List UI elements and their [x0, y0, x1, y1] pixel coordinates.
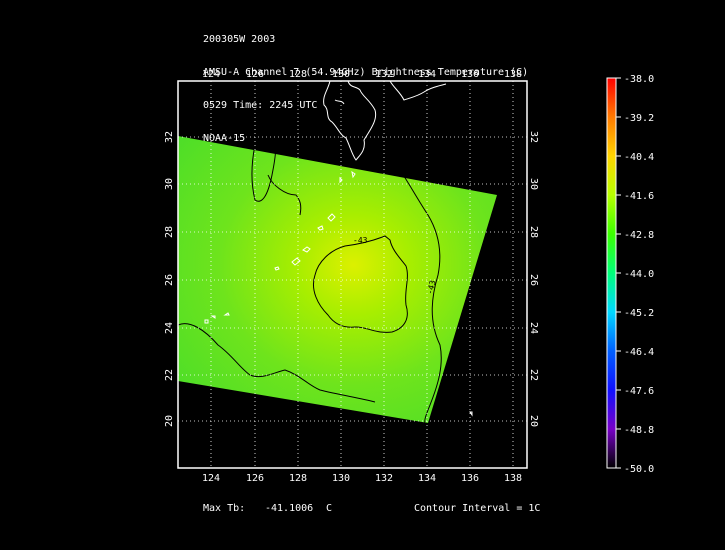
channel-title: AMSU-A Channel 7 (54.94GHz) Brightness T…	[203, 67, 529, 78]
lat-tick-label: 26	[164, 274, 175, 286]
satellite-text: NOAA-15	[203, 133, 246, 144]
contour-label: -43	[353, 236, 368, 245]
lat-tick-label: 20	[164, 415, 175, 427]
colorbar-label: -47.6	[624, 386, 654, 397]
lon-tick-label: 138	[504, 473, 522, 484]
lat-tick-label: 22	[164, 369, 175, 381]
swath-layer	[178, 136, 497, 424]
contour-interval-text: Contour Interval = 1C	[414, 503, 541, 514]
contour-line	[251, 144, 276, 202]
lat-tick-label: 32	[528, 131, 539, 143]
lon-tick-label: 126	[246, 69, 264, 80]
lat-tick-label: 24	[164, 322, 175, 334]
lon-tick-label: 138	[504, 69, 522, 80]
colorbar-label: -50.0	[624, 464, 654, 475]
time-text: 0529 Time: 2245 UTC	[203, 100, 318, 111]
colorbar-label: -46.4	[624, 347, 654, 358]
contour-line	[267, 174, 302, 216]
colorbar-ticks	[616, 77, 621, 469]
lat-tick-label: 26	[528, 274, 539, 286]
lon-tick-label: 136	[461, 69, 479, 80]
contour-line	[178, 323, 376, 403]
colorbar-label: -45.2	[624, 308, 654, 319]
lat-ticks-right: 32 30 28 26 24 22 20	[528, 131, 539, 427]
lon-tick-label: 134	[418, 473, 436, 484]
lat-tick-label: 22	[528, 369, 539, 381]
colorbar-label: -48.8	[624, 425, 654, 436]
lon-tick-label: 124	[202, 69, 220, 80]
lon-ticks-bottom: 124 126 128 130 132 134 136 138	[202, 473, 522, 484]
lat-ticks-left: 32 30 28 26 24 22 20	[164, 131, 175, 427]
max-tb-unit: C	[326, 503, 333, 514]
lat-tick-label: 20	[528, 415, 539, 427]
graticule	[178, 81, 527, 468]
max-tb-value: -41.1006	[265, 503, 314, 514]
satellite-swath	[178, 136, 497, 423]
title-block: 200305W 2003 AMSU-A Channel 7 (54.94GHz)…	[203, 12, 528, 155]
lat-tick-label: 28	[528, 226, 539, 238]
contour-line	[399, 169, 442, 424]
lon-tick-label: 124	[202, 473, 220, 484]
lon-tick-label: 128	[289, 69, 307, 80]
lat-tick-label: 30	[528, 178, 539, 190]
coastline	[204, 80, 473, 417]
lat-tick-label: 28	[164, 226, 175, 238]
lat-tick-label: 24	[528, 322, 539, 334]
colorbar-label: -39.2	[624, 113, 654, 124]
lon-tick-label: 126	[246, 473, 264, 484]
contour-line	[313, 235, 408, 333]
max-tb-label: Max Tb:	[203, 503, 246, 514]
contour-label: -43	[425, 279, 437, 295]
lon-tick-label: 134	[418, 69, 436, 80]
lon-ticks-top: 124 126 128 130 132 134 136 138	[202, 69, 522, 80]
lat-tick-label: 30	[164, 178, 175, 190]
lon-tick-label: 128	[289, 473, 307, 484]
lat-tick-label: 32	[164, 131, 175, 143]
colorbar-labels: -38.0 -39.2 -40.4 -41.6 -42.8 -44.0 -45.…	[624, 74, 654, 475]
colorbar	[606, 77, 617, 469]
lon-tick-label: 130	[332, 473, 350, 484]
map-frame	[177, 80, 528, 469]
lon-tick-label: 130	[332, 69, 350, 80]
lon-tick-label: 136	[461, 473, 479, 484]
lon-tick-label: 132	[375, 473, 393, 484]
lon-tick-label: 132	[375, 69, 393, 80]
colorbar-label: -40.4	[624, 152, 654, 163]
colorbar-label: -41.6	[624, 191, 654, 202]
storm-id-text: 200305W 2003	[203, 34, 276, 45]
colorbar-label: -42.8	[624, 230, 654, 241]
colorbar-label: -38.0	[624, 74, 654, 85]
colorbar-label: -44.0	[624, 269, 654, 280]
